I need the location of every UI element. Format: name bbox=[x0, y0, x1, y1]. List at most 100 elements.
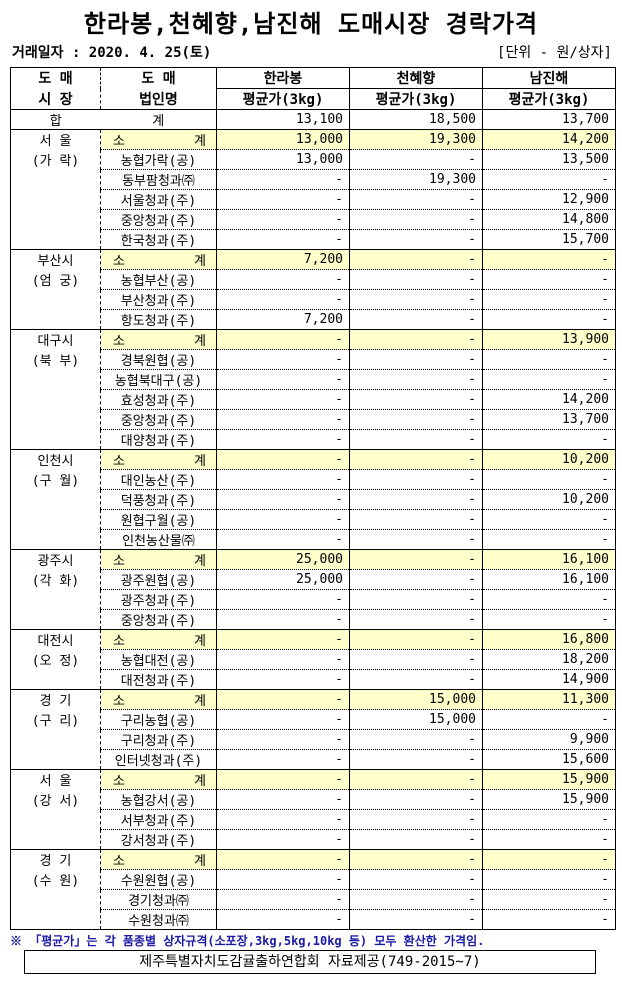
price-value: - bbox=[349, 349, 483, 370]
subtotal-label-a: 소 bbox=[113, 694, 125, 709]
price-value: - bbox=[482, 709, 616, 730]
table-row: 효성청과(주) - -14,200 bbox=[10, 389, 616, 410]
price-value: - bbox=[216, 169, 350, 190]
market-name bbox=[10, 829, 101, 850]
price-value: - bbox=[216, 189, 350, 210]
subtotal-value: - bbox=[216, 629, 350, 650]
price-value: - bbox=[216, 529, 350, 550]
corp-name: 농협북대구(공) bbox=[100, 369, 217, 390]
price-value: - bbox=[482, 869, 616, 890]
subtotal-value: 15,900 bbox=[482, 769, 616, 790]
subtotal-label-b: 계 bbox=[194, 854, 206, 869]
subtotal-value: 7,200 bbox=[216, 249, 350, 270]
market-name: (강 서) bbox=[10, 789, 101, 810]
price-value: 13,700 bbox=[482, 409, 616, 430]
corp-name: 원협구월(공) bbox=[100, 509, 217, 530]
market-name bbox=[10, 289, 101, 310]
table-row: 수원청과㈜ - - - bbox=[10, 909, 616, 930]
market-name bbox=[10, 609, 101, 630]
price-value: - bbox=[216, 829, 350, 850]
product-header-namjinhae: 남진해 bbox=[482, 67, 616, 89]
market-name bbox=[10, 909, 101, 930]
product-header-hallabong: 한라봉 bbox=[216, 67, 350, 89]
corp-name: 중앙청과(주) bbox=[100, 409, 217, 430]
corp-name: 구리농협(공) bbox=[100, 709, 217, 730]
price-value: - bbox=[349, 649, 483, 670]
price-value: 10,200 bbox=[482, 489, 616, 510]
subtotal-value: - bbox=[349, 629, 483, 650]
market-header-2: 시 장 bbox=[10, 88, 101, 110]
total-label: 합 bbox=[10, 109, 101, 130]
header-row-2: 시 장 법인명 평균가(3kg) 평균가(3kg) 평균가(3kg) bbox=[10, 88, 616, 110]
corp-name: 효성청과(주) bbox=[100, 389, 217, 410]
total-row: 합 계 13,100 18,500 13,700 bbox=[10, 109, 616, 130]
table-row: (강 서) 농협강서(공) - -15,900 bbox=[10, 789, 616, 810]
market-name bbox=[10, 889, 101, 910]
subtotal-row: 대구시 소 계 - -13,900 bbox=[10, 329, 616, 350]
table-row: 경기청과㈜ - - - bbox=[10, 889, 616, 910]
table-row: 원협구월(공) - - - bbox=[10, 509, 616, 530]
corp-name: 인천농산물㈜ bbox=[100, 529, 217, 550]
subtotal-value: - bbox=[349, 769, 483, 790]
source-box: 제주특별자치도감귤출하연합회 자료제공(749-2015~7) bbox=[24, 950, 596, 974]
price-value: 15,000 bbox=[349, 709, 483, 730]
price-value: - bbox=[482, 309, 616, 330]
price-label: 평균가(3kg) bbox=[349, 88, 483, 110]
price-value: - bbox=[216, 409, 350, 430]
corp-name: 대인농산(주) bbox=[100, 469, 217, 490]
price-value: - bbox=[349, 889, 483, 910]
subtotal-value: - bbox=[216, 329, 350, 350]
total-value: 13,700 bbox=[482, 109, 616, 130]
table-row: 강서청과(주) - - - bbox=[10, 829, 616, 850]
price-value: - bbox=[349, 209, 483, 230]
corp-name: 대양청과(주) bbox=[100, 429, 217, 450]
footnote: ※ 「평균가」는 각 품종별 상자규격(소포장,3kg,5kg,10kg 등) … bbox=[10, 934, 485, 948]
table-row: 중앙청과(주) - -14,800 bbox=[10, 209, 616, 230]
price-value: - bbox=[216, 649, 350, 670]
corp-name: 수원원협(공) bbox=[100, 869, 217, 890]
market-name bbox=[10, 489, 101, 510]
market-name: (각 화) bbox=[10, 569, 101, 590]
subtotal-label-a: 소 bbox=[113, 334, 125, 349]
market-name: 대구시 bbox=[10, 329, 101, 350]
corp-name: 중앙청과(주) bbox=[100, 609, 217, 630]
corp-name: 광주원협(공) bbox=[100, 569, 217, 590]
price-value: - bbox=[216, 809, 350, 830]
table-row: (엄 궁) 농협부산(공) - - - bbox=[10, 269, 616, 290]
market-name: (엄 궁) bbox=[10, 269, 101, 290]
price-value: 18,200 bbox=[482, 649, 616, 670]
price-value: - bbox=[349, 729, 483, 750]
subtotal-label-a: 소 bbox=[113, 134, 125, 149]
corp-name: 경기청과㈜ bbox=[100, 889, 217, 910]
price-value: - bbox=[349, 869, 483, 890]
price-value: - bbox=[349, 749, 483, 770]
table-row: (각 화) 광주원협(공) 25,000-16,100 bbox=[10, 569, 616, 590]
market-name: (오 정) bbox=[10, 649, 101, 670]
price-value: - bbox=[216, 789, 350, 810]
market-name bbox=[10, 729, 101, 750]
subtotal-label-b: 계 bbox=[194, 254, 206, 269]
market-name bbox=[10, 529, 101, 550]
corp-name: 항도청과(주) bbox=[100, 309, 217, 330]
market-name: (북 부) bbox=[10, 349, 101, 370]
corp-name: 동부팜청과㈜ bbox=[100, 169, 217, 190]
subtotal-row: 대전시 소 계 - -16,800 bbox=[10, 629, 616, 650]
market-name: 인천시 bbox=[10, 449, 101, 470]
total-label-2: 계 bbox=[100, 109, 217, 130]
subtotal-label-b: 계 bbox=[194, 134, 206, 149]
subtotal-label-b: 계 bbox=[194, 334, 206, 349]
price-value: - bbox=[482, 469, 616, 490]
price-value: - bbox=[216, 209, 350, 230]
price-value: - bbox=[349, 809, 483, 830]
market-name bbox=[10, 229, 101, 250]
table-row: 항도청과(주) 7,200- - bbox=[10, 309, 616, 330]
price-value: - bbox=[216, 429, 350, 450]
subtotal-value: - bbox=[216, 769, 350, 790]
subtotal-label-a: 소 bbox=[113, 634, 125, 649]
subtotal-value: 13,000 bbox=[216, 129, 350, 150]
